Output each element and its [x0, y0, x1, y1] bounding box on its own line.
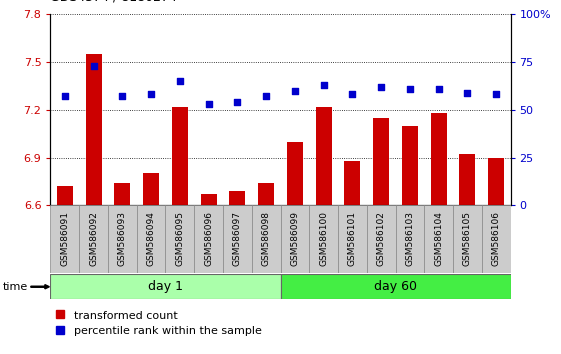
Bar: [172, 107, 188, 205]
Point: [204, 101, 213, 107]
Bar: [252, 205, 280, 273]
Text: day 60: day 60: [374, 280, 417, 293]
Text: GSM586094: GSM586094: [146, 211, 155, 267]
Text: GSM586104: GSM586104: [434, 211, 443, 267]
Bar: [338, 205, 367, 273]
Text: GDS4374 / 8180274: GDS4374 / 8180274: [50, 0, 177, 4]
Bar: [309, 205, 338, 273]
Text: GSM586098: GSM586098: [261, 211, 270, 267]
Text: day 1: day 1: [148, 280, 183, 293]
Text: GSM586101: GSM586101: [348, 211, 357, 267]
Point: [406, 86, 415, 92]
Bar: [482, 205, 511, 273]
Legend: transformed count, percentile rank within the sample: transformed count, percentile rank withi…: [56, 310, 261, 336]
Bar: [488, 158, 504, 205]
Point: [291, 88, 300, 93]
Point: [176, 78, 185, 84]
Point: [348, 92, 357, 97]
Bar: [114, 183, 130, 205]
Bar: [287, 142, 303, 205]
Bar: [137, 205, 165, 273]
Text: GSM586096: GSM586096: [204, 211, 213, 267]
Bar: [373, 118, 389, 205]
Point: [146, 92, 155, 97]
Bar: [108, 205, 137, 273]
Text: GSM586097: GSM586097: [233, 211, 242, 267]
Text: time: time: [3, 282, 28, 292]
Point: [463, 90, 472, 95]
Point: [376, 84, 385, 90]
Bar: [50, 205, 79, 273]
Point: [491, 92, 500, 97]
Bar: [424, 205, 453, 273]
Bar: [316, 107, 332, 205]
Point: [233, 99, 242, 105]
Point: [319, 82, 328, 88]
Bar: [86, 54, 102, 205]
Text: GSM586095: GSM586095: [176, 211, 185, 267]
Point: [61, 93, 70, 99]
Point: [261, 93, 270, 99]
Bar: [50, 274, 280, 299]
Bar: [165, 205, 194, 273]
Bar: [459, 154, 475, 205]
Bar: [229, 191, 245, 205]
Point: [89, 63, 98, 69]
Bar: [280, 274, 511, 299]
Text: GSM586102: GSM586102: [376, 211, 385, 267]
Text: GSM586100: GSM586100: [319, 211, 328, 267]
Bar: [79, 205, 108, 273]
Bar: [223, 205, 252, 273]
Bar: [367, 205, 396, 273]
Bar: [396, 205, 424, 273]
Bar: [258, 183, 274, 205]
Bar: [194, 205, 223, 273]
Text: GSM586103: GSM586103: [406, 211, 415, 267]
Bar: [143, 173, 159, 205]
Text: GSM586091: GSM586091: [61, 211, 70, 267]
Bar: [201, 194, 217, 205]
Text: GSM586099: GSM586099: [291, 211, 300, 267]
Bar: [344, 161, 360, 205]
Bar: [431, 113, 447, 205]
Text: GSM586106: GSM586106: [491, 211, 500, 267]
Bar: [402, 126, 418, 205]
Text: GSM586093: GSM586093: [118, 211, 127, 267]
Point: [118, 93, 127, 99]
Bar: [453, 205, 482, 273]
Bar: [57, 186, 73, 205]
Text: GSM586092: GSM586092: [89, 211, 98, 267]
Bar: [280, 205, 309, 273]
Point: [434, 86, 443, 92]
Text: GSM586105: GSM586105: [463, 211, 472, 267]
